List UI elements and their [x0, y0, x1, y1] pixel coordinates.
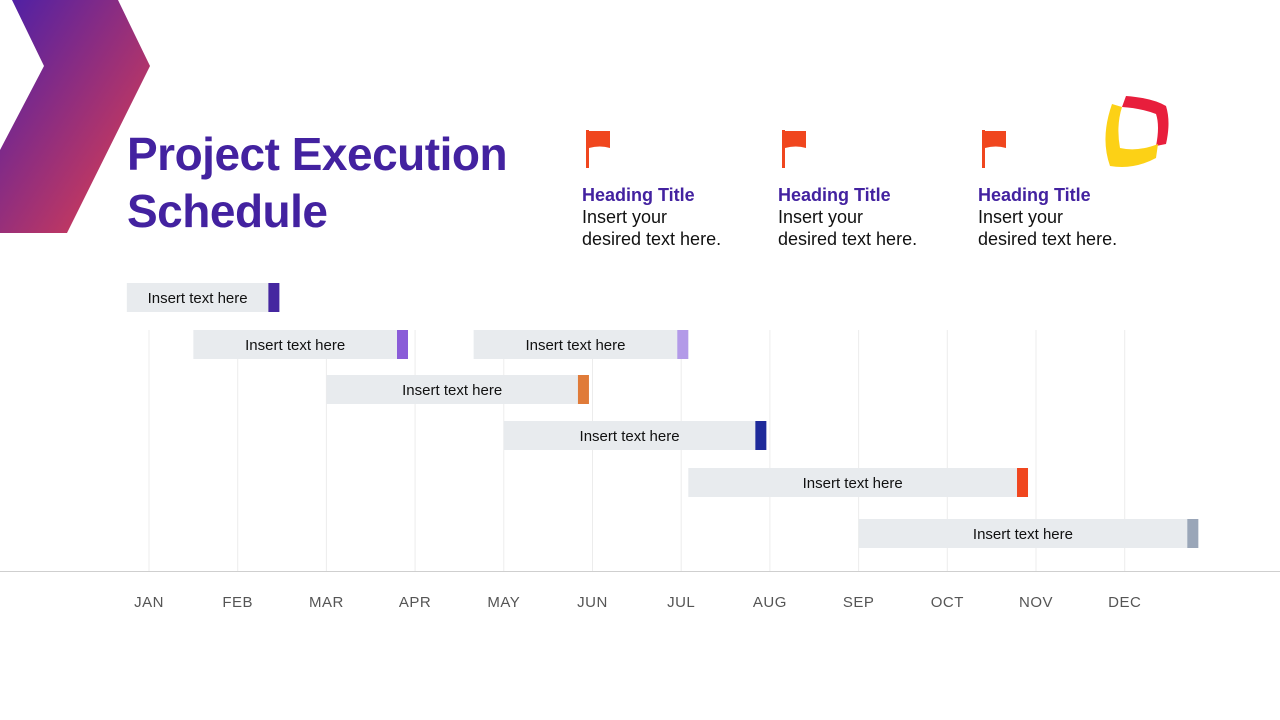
- card-text: Insert your: [582, 207, 668, 227]
- task-bar[interactable]: Insert text here: [326, 375, 589, 404]
- task-label: Insert text here: [148, 290, 248, 307]
- heading-card-1: Heading Title Insert your desired text h…: [582, 128, 762, 250]
- task-bar-cap: [1017, 468, 1029, 497]
- flag-icon: [982, 130, 1006, 168]
- title-line-1: Project Execution: [127, 128, 508, 180]
- card-heading: Heading Title: [582, 185, 695, 205]
- month-label: JUN: [577, 594, 608, 611]
- task-label: Insert text here: [525, 337, 625, 354]
- task-bar-cap: [755, 421, 767, 450]
- task-bar-bg: [126, 283, 280, 312]
- heading-card-2: Heading Title Insert your desired text h…: [778, 128, 958, 250]
- month-label: DEC: [1108, 594, 1141, 611]
- month-label: AUG: [753, 594, 787, 611]
- task-bar-bg: [326, 375, 589, 404]
- heading-card-3: Heading Title Insert your desired text h…: [978, 128, 1158, 250]
- month-label: OCT: [931, 594, 964, 611]
- task-bar[interactable]: Insert text here: [193, 330, 409, 359]
- month-label: JUL: [667, 594, 695, 611]
- task-label: Insert text here: [973, 526, 1073, 543]
- task-bar-cap: [268, 283, 280, 312]
- page-title: Project Execution Schedule: [127, 126, 508, 240]
- task-bar-bg: [473, 330, 689, 359]
- task-bar[interactable]: Insert text here: [688, 468, 1029, 497]
- logo: [1105, 96, 1169, 167]
- task-bar-bg: [193, 330, 409, 359]
- card-heading: Heading Title: [978, 185, 1091, 205]
- task-bar[interactable]: Insert text here: [503, 421, 767, 450]
- month-label: APR: [399, 594, 431, 611]
- task-label: Insert text here: [803, 475, 903, 492]
- task-bar-cap: [577, 375, 589, 404]
- card-text: desired text here.: [978, 229, 1118, 249]
- month-label: JAN: [134, 594, 164, 611]
- flag-icon: [782, 130, 806, 168]
- card-text: Insert your: [978, 207, 1064, 227]
- task-bar[interactable]: Insert text here: [858, 519, 1199, 548]
- month-label: SEP: [843, 594, 875, 611]
- month-label: MAR: [309, 594, 344, 611]
- task-bar-cap: [397, 330, 409, 359]
- month-label: NOV: [1019, 594, 1053, 611]
- task-bar[interactable]: Insert text here: [473, 330, 689, 359]
- task-bar-cap: [1187, 519, 1199, 548]
- flag-icon: [586, 130, 610, 168]
- month-label: FEB: [222, 594, 253, 611]
- task-label: Insert text here: [580, 428, 680, 445]
- chevron-decoration: [0, 0, 150, 233]
- task-bar[interactable]: Insert text here: [126, 283, 280, 312]
- task-bar-cap: [677, 330, 689, 359]
- task-label: Insert text here: [245, 337, 345, 354]
- task-label: Insert text here: [402, 382, 502, 399]
- task-bar-bg: [858, 519, 1199, 548]
- card-text: desired text here.: [778, 229, 918, 249]
- task-bar-bg: [503, 421, 767, 450]
- task-bar-bg: [688, 468, 1029, 497]
- card-heading: Heading Title: [778, 185, 891, 205]
- card-text: Insert your: [778, 207, 864, 227]
- month-label: MAY: [487, 594, 520, 611]
- card-text: desired text here.: [582, 229, 722, 249]
- title-line-2: Schedule: [127, 185, 328, 237]
